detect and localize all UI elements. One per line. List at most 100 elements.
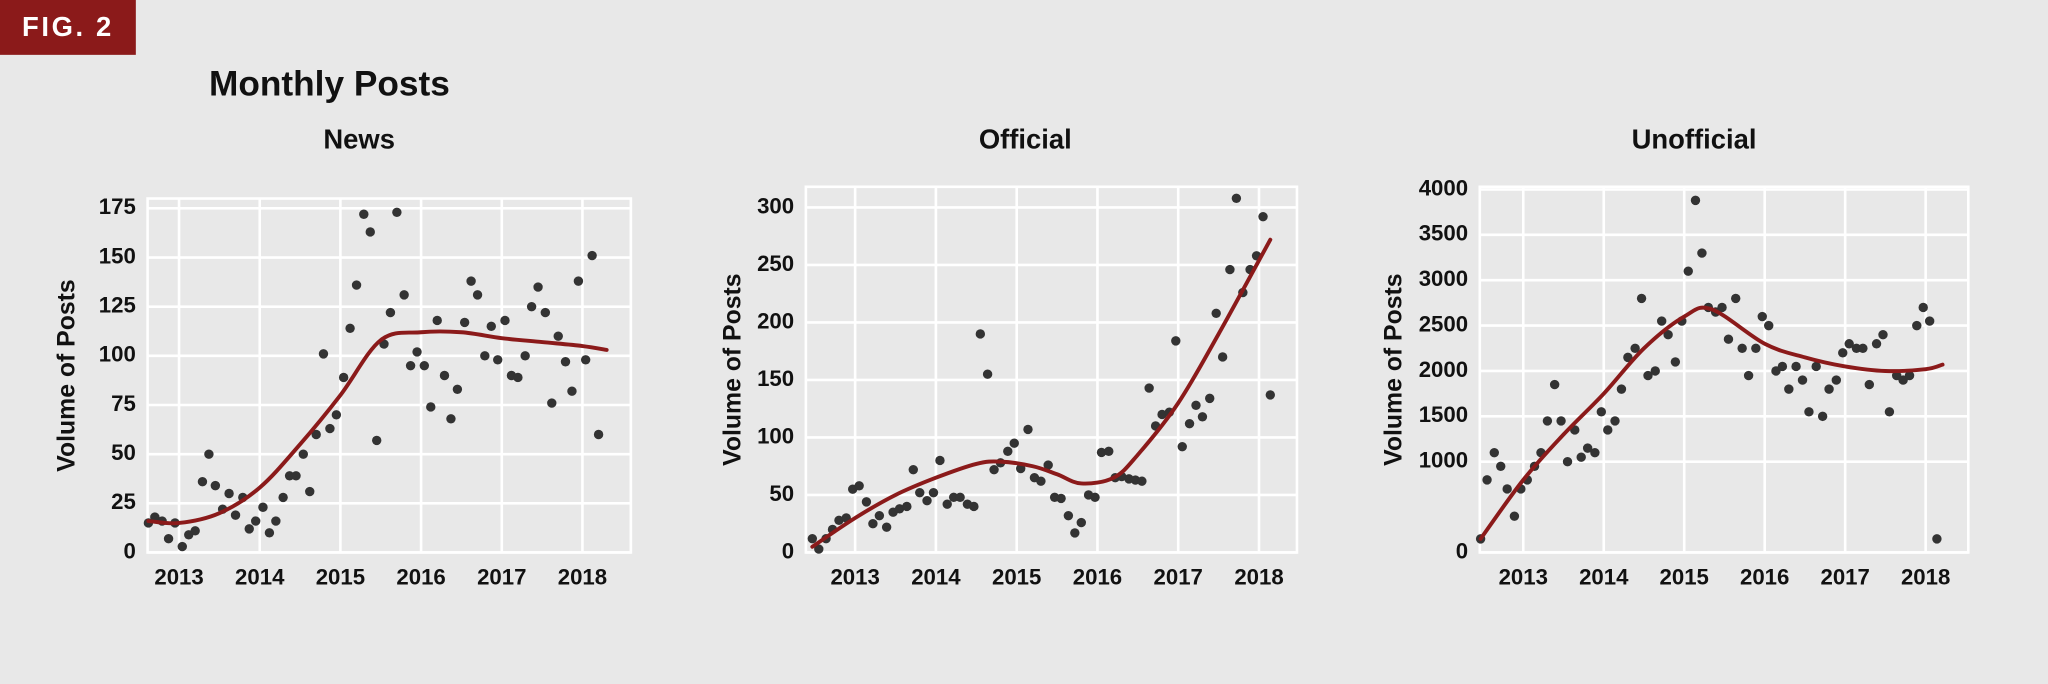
data-point (1697, 248, 1707, 258)
figure-label: FIG. 2 (22, 11, 114, 42)
data-point (553, 331, 563, 341)
data-point (1231, 193, 1242, 203)
data-point (1090, 492, 1100, 502)
data-point (271, 516, 281, 526)
data-point (1737, 343, 1747, 354)
data-point (989, 464, 999, 475)
data-point (1157, 409, 1167, 420)
data-point (1871, 339, 1882, 349)
data-point (915, 487, 925, 498)
data-point (1184, 418, 1195, 429)
figure-title: Monthly Posts (209, 65, 450, 104)
data-point (1137, 476, 1147, 486)
data-point (1797, 375, 1808, 385)
data-point (244, 524, 254, 534)
y-tick-label: 175 (99, 194, 136, 219)
data-point (1643, 370, 1653, 381)
data-point (1191, 400, 1201, 410)
data-point (1851, 343, 1862, 354)
y-tick-label: 75 (111, 391, 136, 416)
x-tick-label: 2016 (1740, 564, 1789, 589)
data-point (318, 349, 329, 359)
data-point (520, 351, 530, 361)
data-point (894, 504, 905, 514)
data-point (1616, 384, 1627, 394)
data-point (1549, 379, 1560, 390)
data-point (955, 492, 965, 502)
data-point (459, 317, 470, 328)
data-point (1104, 446, 1114, 456)
data-point (1509, 511, 1520, 521)
x-tick-label: 2016 (396, 564, 445, 589)
data-point (1258, 211, 1268, 222)
data-point (1177, 441, 1187, 452)
data-point (331, 410, 342, 420)
data-point (874, 510, 885, 521)
data-point (1731, 293, 1741, 304)
x-tick-label: 2015 (992, 564, 1041, 589)
data-point (258, 502, 268, 512)
data-point (1590, 447, 1600, 458)
data-point (513, 372, 523, 383)
data-point (472, 290, 483, 300)
data-point (908, 464, 918, 475)
data-point (284, 471, 295, 481)
data-point (1225, 264, 1235, 275)
data-point (922, 496, 932, 506)
data-point (419, 360, 430, 371)
data-point (486, 321, 496, 332)
data-point (1831, 375, 1842, 385)
data-point (948, 492, 959, 502)
data-point (567, 386, 577, 396)
data-point (1656, 316, 1667, 326)
y-axis-label: Volume of Posts (53, 279, 80, 471)
y-tick-label: 0 (1456, 538, 1468, 563)
data-point (500, 315, 510, 326)
data-point (902, 501, 912, 512)
data-point (210, 480, 221, 491)
data-point (1838, 348, 1848, 358)
data-point (305, 486, 315, 497)
x-tick-label: 2018 (1901, 564, 1950, 589)
y-tick-label: 2500 (1419, 311, 1468, 336)
data-point (466, 276, 476, 286)
data-point (942, 499, 952, 509)
data-point (1482, 475, 1492, 485)
x-tick-label: 2015 (316, 564, 365, 589)
panel-title: Unofficial (1632, 123, 1757, 154)
data-point (365, 227, 375, 237)
data-point (351, 280, 362, 290)
data-point (446, 414, 456, 424)
plot-frame (804, 185, 1299, 554)
x-tick-label: 2013 (830, 564, 879, 589)
x-tick-label: 2013 (154, 564, 203, 589)
data-point (587, 250, 597, 261)
data-point (392, 207, 402, 217)
y-tick-label: 300 (757, 193, 794, 218)
data-point (560, 357, 571, 367)
data-point (1003, 446, 1013, 456)
data-point (526, 301, 537, 312)
figure-badge (0, 0, 136, 55)
x-tick-label: 2014 (911, 564, 961, 589)
data-point (480, 351, 490, 361)
x-tick-label: 2013 (1499, 564, 1548, 589)
panel-title: News (323, 123, 395, 154)
data-point (1205, 393, 1215, 404)
data-point (573, 276, 584, 286)
x-tick-label: 2018 (1234, 564, 1283, 589)
y-tick-label: 2000 (1419, 357, 1468, 382)
data-point (1217, 352, 1228, 362)
data-point (1764, 320, 1774, 331)
data-point (1723, 334, 1734, 344)
trend-line (146, 329, 609, 526)
data-point (345, 323, 355, 334)
data-point (190, 526, 200, 536)
data-point (533, 282, 543, 292)
data-point (881, 522, 892, 532)
data-point (224, 488, 234, 499)
y-tick-label: 3500 (1419, 221, 1468, 246)
data-point (291, 471, 301, 481)
data-point (493, 355, 503, 365)
data-point (969, 501, 979, 512)
